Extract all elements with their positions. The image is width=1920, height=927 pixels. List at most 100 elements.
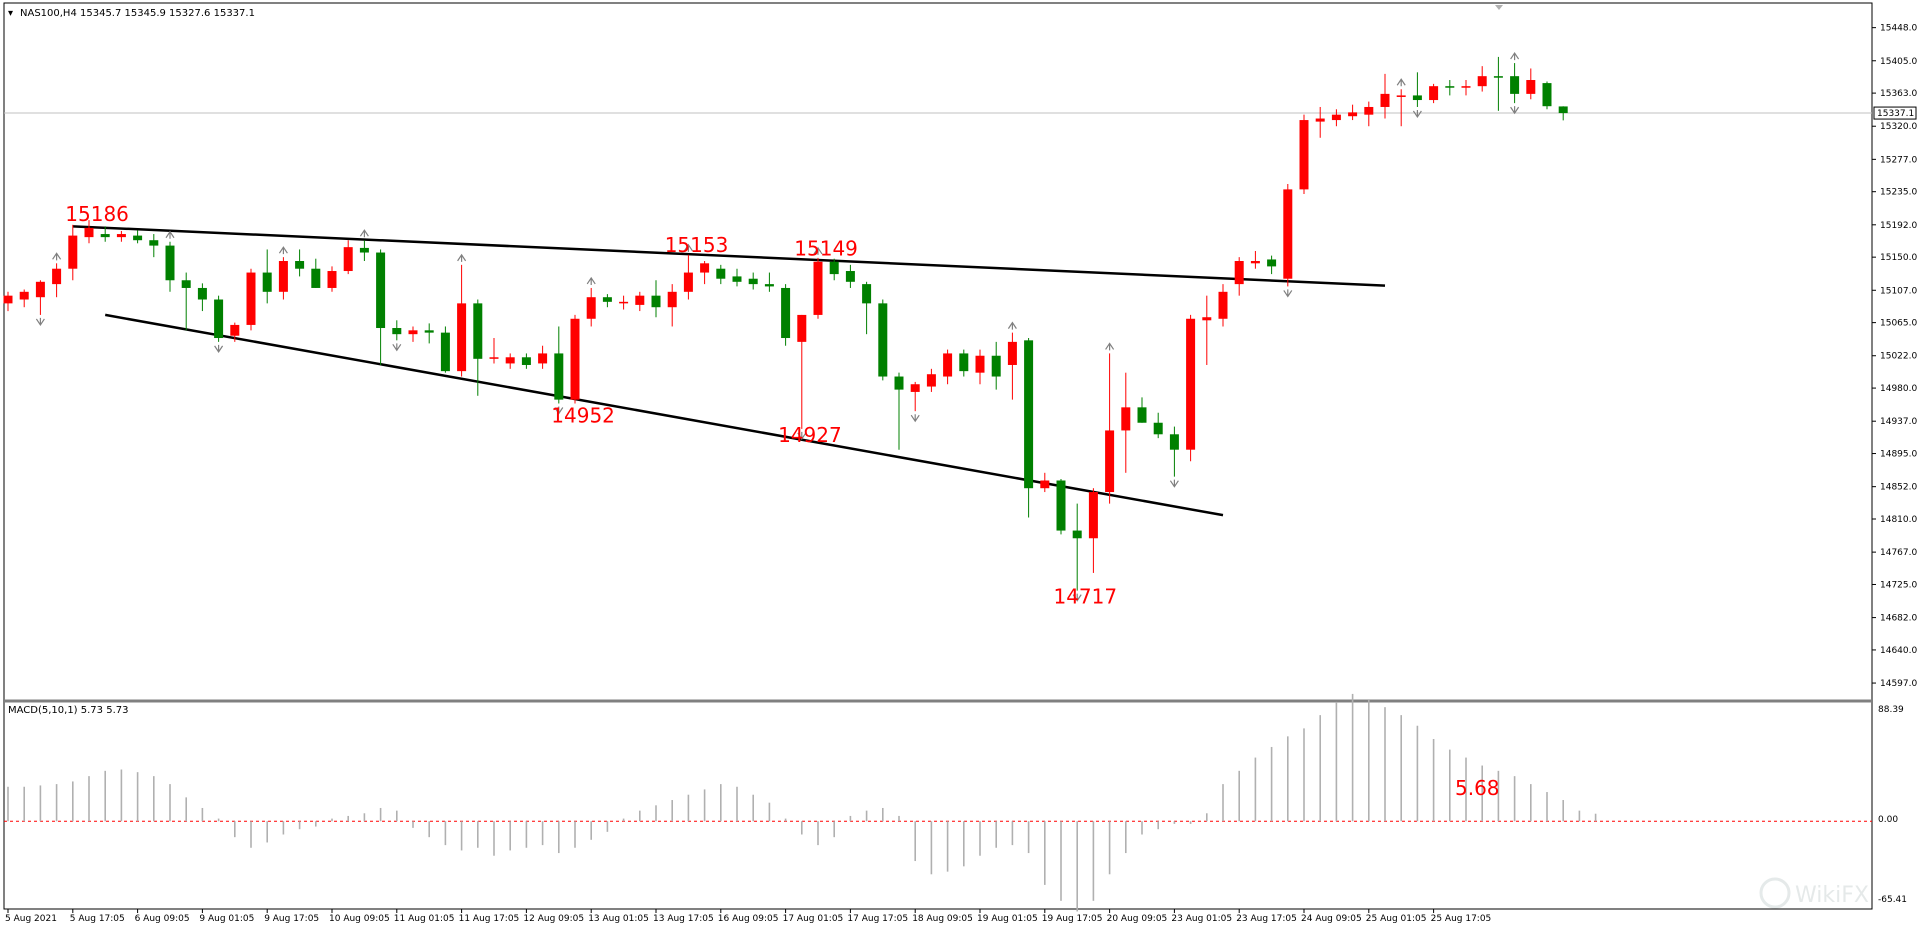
current-price-label: 15337.1 <box>1877 109 1914 119</box>
fractal-up-arrow-icon <box>1105 342 1115 351</box>
candle <box>1445 80 1455 96</box>
candle-body <box>133 235 143 241</box>
candle-body <box>813 261 823 315</box>
price-annotation: 15149 <box>794 237 858 261</box>
candle <box>149 234 159 258</box>
candle-body <box>991 355 1001 377</box>
candle-body <box>246 272 256 325</box>
candle <box>716 264 726 285</box>
candle-body <box>214 299 224 339</box>
price-tick-label: 15022.0 <box>1880 352 1917 362</box>
fractal-down-arrow-icon <box>1510 106 1520 115</box>
candle <box>1024 338 1034 518</box>
price-tick-label: 14980.0 <box>1880 384 1917 394</box>
time-axis: 5 Aug 2021 5 Aug 17:05 6 Aug 09:05 9 Aug 01… <box>5 909 1491 924</box>
candle <box>262 249 272 304</box>
fractal-up-arrow-icon <box>278 246 288 255</box>
candle <box>1007 332 1017 400</box>
candle <box>1250 250 1260 269</box>
candle <box>1299 114 1309 195</box>
candle <box>781 284 791 346</box>
candle <box>926 368 936 392</box>
candle <box>197 283 207 312</box>
watermark-text: WikiFX <box>1795 883 1869 908</box>
candle <box>68 224 78 281</box>
macd-last-value-annotation: 5.68 <box>1455 776 1500 800</box>
time-tick-label: 9 Aug 01:05 <box>199 914 254 924</box>
candle <box>667 284 677 327</box>
price-tick-label: 14767.0 <box>1880 548 1917 558</box>
candle <box>1542 81 1552 110</box>
candle <box>278 257 288 300</box>
trendlines[interactable] <box>72 225 1386 517</box>
candle <box>440 326 450 373</box>
macd-axis-top: 88.39 <box>1878 705 1904 715</box>
candle-body <box>35 281 45 298</box>
candle-body <box>181 280 191 288</box>
time-tick-label: 5 Aug 17:05 <box>70 914 125 924</box>
candle-body <box>68 235 78 269</box>
candle-body <box>1072 530 1082 539</box>
time-tick-label: 11 Aug 01:05 <box>394 914 455 924</box>
candle <box>1137 397 1147 423</box>
candle-body <box>1040 480 1050 489</box>
price-annotation: 14717 <box>1053 585 1117 609</box>
shift-marker-icon[interactable] <box>1495 5 1503 10</box>
candle-body <box>602 297 612 302</box>
time-tick-label: 19 Aug 17:05 <box>1042 914 1103 924</box>
candle-body <box>1477 76 1487 87</box>
candle-body <box>116 234 126 238</box>
candle-body <box>1493 76 1503 78</box>
macd-panel-frame <box>3 701 1873 910</box>
macd-label: MACD(5,10,1) 5.73 5.73 <box>8 705 128 716</box>
candles <box>3 56 1568 591</box>
candle-body <box>392 328 402 335</box>
candle <box>1153 412 1163 439</box>
candle-body <box>1510 76 1520 94</box>
fractal-down-arrow-icon <box>554 406 564 415</box>
candle <box>1218 284 1228 327</box>
candle <box>1364 101 1374 127</box>
price-tick-label: 15150.0 <box>1880 253 1917 263</box>
fractal-down-arrow-icon <box>1283 289 1293 298</box>
candle <box>602 294 612 308</box>
fractals <box>35 51 1520 602</box>
time-tick-label: 20 Aug 09:05 <box>1107 914 1168 924</box>
candle-body <box>959 353 969 372</box>
candle <box>1121 372 1131 473</box>
fractal-up-arrow-icon <box>683 243 693 252</box>
price-annotation: 15186 <box>65 202 129 226</box>
candle-body <box>619 301 629 304</box>
candle-body <box>1380 93 1390 107</box>
chart-menu-arrow-icon[interactable]: ▾ <box>8 8 13 19</box>
candle-body <box>1153 422 1163 435</box>
candle <box>959 349 969 377</box>
candle <box>651 280 661 318</box>
time-tick-label: 13 Aug 01:05 <box>588 914 649 924</box>
time-tick-label: 11 Aug 17:05 <box>459 914 520 924</box>
candle-body <box>700 263 710 273</box>
candle <box>521 353 531 369</box>
price-tick-label: 15320.0 <box>1880 122 1917 132</box>
candle-body <box>1202 317 1212 321</box>
candle-body <box>149 240 159 246</box>
candle <box>700 261 710 285</box>
price-tick-label: 14640.0 <box>1880 646 1917 656</box>
candle <box>554 326 564 404</box>
candle <box>457 264 467 377</box>
trendline-support[interactable] <box>104 313 1224 517</box>
candle-body <box>764 284 774 287</box>
candle-body <box>1024 340 1034 489</box>
candle <box>1510 63 1520 104</box>
candle <box>505 353 515 369</box>
trendline-resistance[interactable] <box>72 225 1386 287</box>
candle <box>100 226 110 242</box>
time-tick-label: 16 Aug 09:05 <box>718 914 779 924</box>
candle <box>376 249 386 365</box>
time-tick-label: 17 Aug 17:05 <box>847 914 908 924</box>
candle <box>295 249 305 277</box>
candle <box>862 281 872 335</box>
price-tick-label: 15448.0 <box>1880 24 1917 34</box>
price-tick-label: 15277.0 <box>1880 155 1917 165</box>
